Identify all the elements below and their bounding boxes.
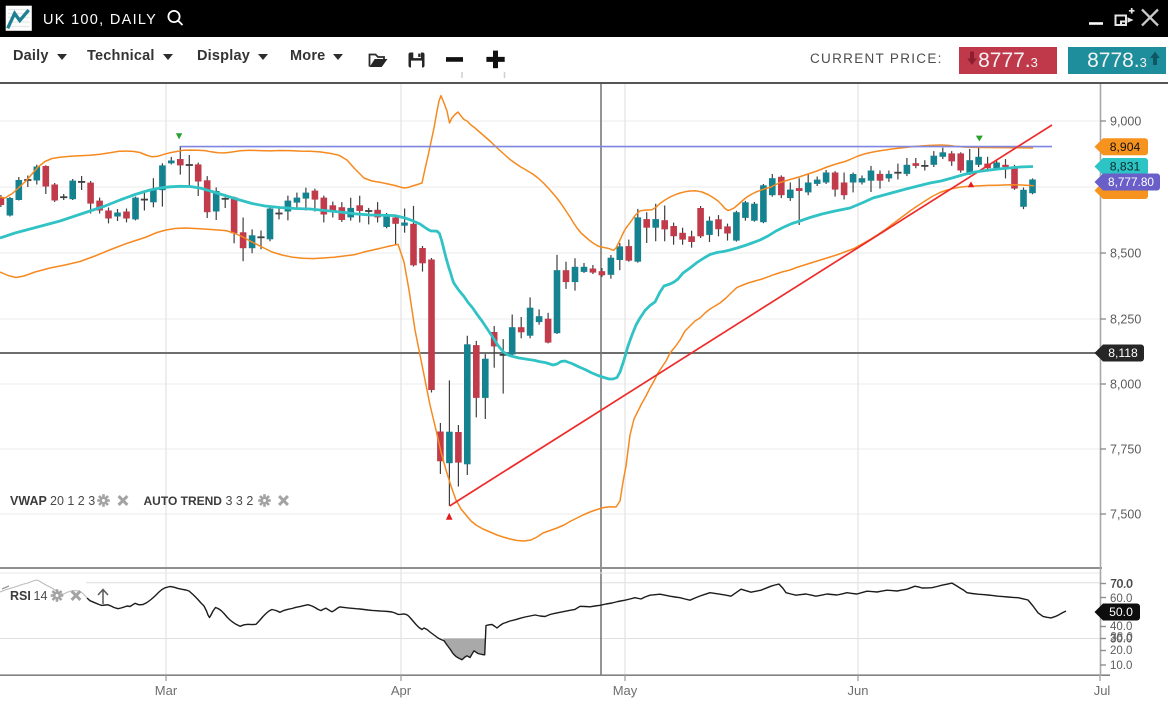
svg-text:7,750: 7,750 — [1110, 443, 1141, 457]
svg-text:Mar: Mar — [155, 683, 178, 698]
svg-text:8,000: 8,000 — [1110, 378, 1141, 392]
svg-text:38.0: 38.0 — [1110, 632, 1132, 644]
svg-text:9,000: 9,000 — [1110, 115, 1141, 129]
svg-text:20 1 2 3: 20 1 2 3 — [50, 494, 95, 508]
svg-text:60.0: 60.0 — [1110, 593, 1132, 605]
svg-text:Apr: Apr — [391, 683, 412, 698]
svg-text:Jul: Jul — [1094, 683, 1111, 698]
svg-text:8,904: 8,904 — [1110, 140, 1141, 154]
svg-text:3 3 2: 3 3 2 — [226, 494, 254, 508]
svg-text:14: 14 — [34, 589, 48, 603]
svg-text:7,500: 7,500 — [1110, 508, 1141, 522]
svg-text:8,500: 8,500 — [1110, 247, 1141, 261]
svg-text:70.0: 70.0 — [1110, 579, 1132, 591]
svg-text:50.0: 50.0 — [1109, 605, 1133, 619]
svg-text:10.0: 10.0 — [1110, 660, 1132, 672]
svg-text:30.0: 30.0 — [1110, 634, 1132, 646]
svg-text:8,831: 8,831 — [1110, 160, 1141, 174]
svg-text:20.0: 20.0 — [1110, 645, 1132, 657]
svg-text:Jun: Jun — [848, 683, 869, 698]
svg-text:May: May — [613, 683, 638, 698]
svg-text:AUTO TREND: AUTO TREND — [144, 494, 223, 508]
svg-text:8,250: 8,250 — [1110, 313, 1141, 327]
svg-text:8,118: 8,118 — [1108, 346, 1138, 360]
svg-text:8,777.80: 8,777.80 — [1108, 175, 1154, 189]
svg-text:40.0: 40.0 — [1110, 621, 1132, 633]
svg-text:RSI: RSI — [10, 589, 31, 603]
svg-text:UK 100, DAILY: UK 100, DAILY — [43, 12, 157, 28]
svg-text:70.0: 70.0 — [1111, 579, 1133, 591]
svg-text:30.0: 30.0 — [1110, 633, 1132, 645]
svg-text:VWAP: VWAP — [10, 494, 47, 508]
